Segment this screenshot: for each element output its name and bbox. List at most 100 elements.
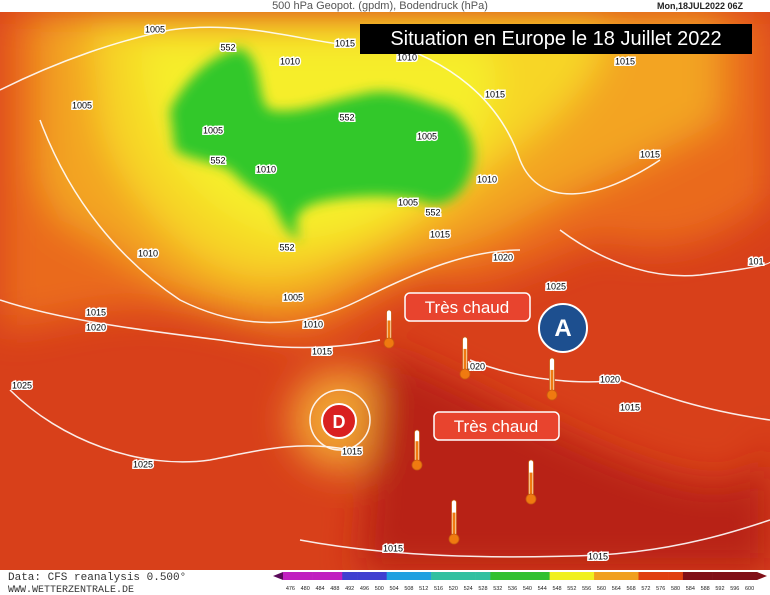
colorbar-cell (549, 572, 565, 580)
colorbar-cell (534, 572, 550, 580)
thermometer-bulb (411, 459, 423, 471)
isobar-label: 1010 (138, 248, 158, 258)
isobar-label: 1005 (145, 24, 165, 34)
colorbar-label: 588 (701, 586, 710, 592)
isobar-label: 1025 (133, 459, 153, 469)
isobar-label: 1005 (283, 292, 303, 302)
isobar-label: 1010 (397, 52, 417, 62)
colorbar-label: 576 (656, 586, 665, 592)
colorbar-label: 596 (730, 586, 739, 592)
isobar-label: 1005 (398, 197, 418, 207)
colorbar-label: 544 (538, 586, 547, 592)
colorbar-label: 560 (597, 586, 606, 592)
colorbar-label: 520 (449, 586, 458, 592)
colorbar-label: 488 (330, 586, 339, 592)
thermometer-bulb (448, 533, 460, 545)
isobar-label: 1010 (477, 174, 497, 184)
colorbar-label: 528 (478, 586, 487, 592)
isobar-label: 552 (210, 155, 225, 165)
colorbar-cell (283, 572, 299, 580)
isobar-label: 1020 (600, 374, 620, 384)
thermometer-bulb (546, 389, 558, 401)
isobar-label: 552 (220, 42, 235, 52)
isobar-label: 1015 (342, 446, 362, 456)
colorbar-cell (431, 572, 447, 580)
colorbar-cell (638, 572, 654, 580)
colorbar-cell (623, 572, 639, 580)
hot-label: Très chaud (454, 417, 538, 436)
colorbar-label: 492 (345, 586, 354, 592)
isobar-label: 101 (748, 256, 763, 266)
colorbar-cell (327, 572, 343, 580)
thermometer-level (387, 320, 391, 340)
isobar-label: 1015 (485, 89, 505, 99)
colorbar-cell (653, 572, 669, 580)
isobar-label: 552 (339, 112, 354, 122)
banner-box (360, 24, 752, 54)
isobar-label: 1015 (312, 346, 332, 356)
thermometer-level (463, 348, 467, 371)
isobar-label: 1005 (72, 100, 92, 110)
high-pressure-marker (538, 303, 588, 353)
colorbar-cell (445, 572, 462, 580)
colorbar-cell (312, 572, 328, 580)
colorbar-label: 484 (315, 586, 324, 592)
isobar-label: 1005 (203, 125, 223, 135)
colorbar-cell (342, 572, 358, 580)
colorbar-cell (371, 572, 387, 580)
colorbar-label: 516 (434, 586, 443, 592)
hot-label-box (404, 292, 531, 322)
banner: Situation en Europe le 18 Juillet 2022 (390, 28, 721, 50)
colorbar-arrow-right (757, 572, 767, 580)
colorbar-label: 504 (390, 586, 399, 592)
isobar-label: 1015 (640, 149, 660, 159)
site: WWW.WETTERZENTRALE.DE (8, 585, 134, 595)
colorbar-label: 540 (523, 586, 532, 592)
colorbar-cell (668, 572, 684, 580)
low-pressure-label: D (333, 412, 346, 432)
isobars (0, 26, 770, 558)
isobar-label: 1015 (620, 402, 640, 412)
thermometer-bulb (525, 493, 537, 505)
colorbar-cell (416, 572, 432, 580)
isobar-label: 1015 (615, 56, 635, 66)
isobar-label: 1005 (417, 131, 437, 141)
isobar-label: 1020 (465, 361, 485, 371)
map-title: 500 hPa Geopot. (gpdm), Bodendruck (hPa) (272, 0, 488, 12)
colorbar-cell (386, 572, 402, 580)
colorbar-cell (564, 572, 580, 580)
isobar-label: 1020 (493, 252, 513, 262)
isobar-label: 1010 (280, 56, 300, 66)
colorbar-cell (727, 572, 743, 580)
colorbar-label: 552 (567, 586, 576, 592)
thermometer-bulb (383, 337, 395, 349)
thermometer-level (550, 369, 554, 392)
high-pressure-label: A (554, 315, 571, 342)
isobar-label: 1010 (303, 319, 323, 329)
isobar-label: 1015 (335, 38, 355, 48)
colorbar-label: 564 (612, 586, 621, 592)
isobar-label: 1010 (256, 164, 276, 174)
colorbar-label: 572 (641, 586, 650, 592)
colorbar-label: 536 (508, 586, 517, 592)
thermometer-level (452, 512, 456, 536)
isobar-label: 1015 (430, 229, 450, 239)
thermometer-bulb (459, 368, 471, 380)
colorbar-label: 476 (286, 586, 295, 592)
isobar-label: 1025 (12, 380, 32, 390)
isobar-label: 1020 (86, 322, 106, 332)
data-source: Data: CFS reanalysis 0.500° (8, 572, 186, 584)
map-date: Mon,18JUL2022 06Z (657, 1, 744, 11)
colorbar-cell (579, 572, 595, 580)
thermometers (383, 309, 558, 545)
isobar-label: 552 (279, 242, 294, 252)
colorbar-cell (297, 572, 313, 580)
colorbar-label: 556 (582, 586, 591, 592)
colorbar-cell (460, 572, 476, 580)
isobar-label: 1015 (588, 551, 608, 561)
hot-label: Très chaud (425, 298, 509, 317)
colorbar: 476 480 484 488 492 496 500 504 508 512 516 520 524 5… (273, 572, 767, 592)
colorbar-cell (594, 572, 610, 580)
